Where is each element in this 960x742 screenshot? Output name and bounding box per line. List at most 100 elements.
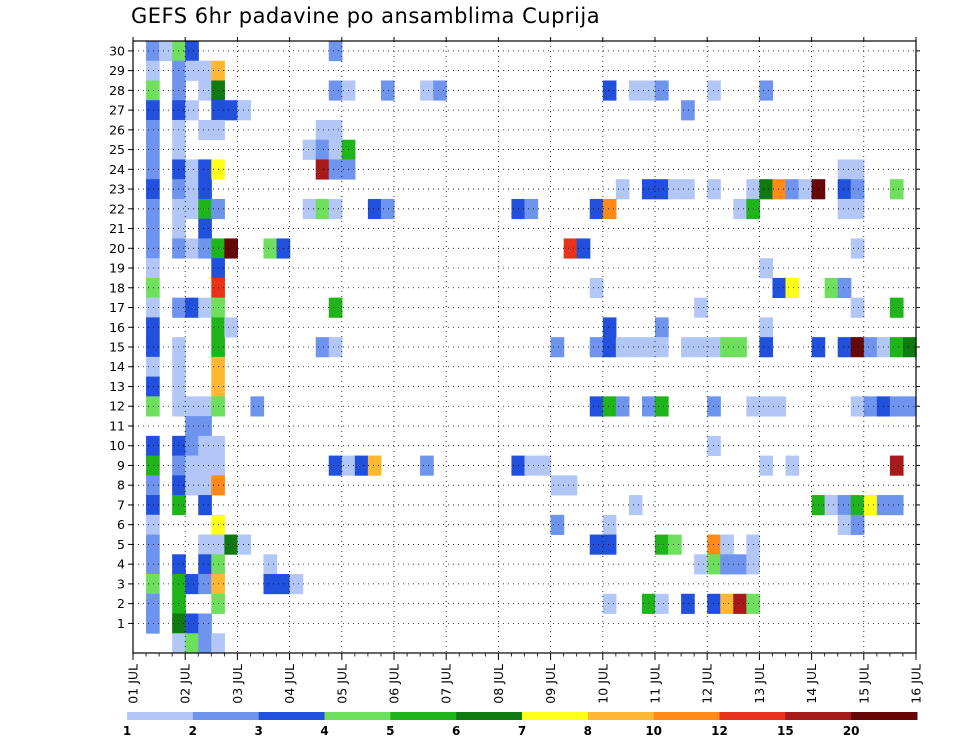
y-tick-label: 11 [109, 418, 125, 433]
data-cell [655, 396, 669, 417]
data-cell [211, 633, 225, 654]
data-cell [759, 455, 774, 476]
y-tick-label: 4 [117, 557, 125, 572]
data-cell [902, 337, 917, 358]
data-cell [198, 554, 212, 575]
data-cell [824, 277, 839, 299]
data-cell [224, 534, 238, 555]
data-cell [863, 495, 878, 516]
data-cell [733, 554, 747, 575]
y-tick-label: 20 [109, 241, 125, 256]
x-tick-label: 05 JUL [334, 664, 349, 704]
data-cell [759, 337, 774, 358]
data-cell [146, 317, 160, 338]
data-cell [759, 317, 774, 338]
data-cell [707, 534, 721, 555]
data-cell [759, 179, 774, 200]
data-cell [250, 396, 265, 417]
data-cell [694, 337, 708, 358]
data-cell [615, 396, 630, 417]
data-cell [707, 435, 721, 456]
data-cell [185, 475, 199, 496]
data-cell [655, 179, 669, 200]
data-cell [185, 198, 199, 220]
data-cell [420, 455, 434, 476]
data-cell [237, 534, 252, 555]
data-cell [759, 80, 774, 101]
x-tick-label: 03 JUL [230, 664, 245, 704]
y-tick-label: 16 [109, 320, 125, 335]
data-cell [785, 455, 800, 476]
data-cell [524, 455, 539, 476]
data-cell [850, 198, 865, 220]
data-cell [720, 337, 734, 358]
data-cell [146, 277, 160, 299]
x-tick-label: 16 JUL [909, 664, 924, 704]
data-cell [433, 80, 447, 101]
data-cell [328, 139, 343, 160]
data-cell [602, 534, 617, 555]
legend-label: 5 [386, 724, 394, 738]
x-tick-label: 15 JUL [856, 664, 871, 704]
data-cell [146, 356, 160, 378]
data-cell [185, 297, 199, 318]
data-cell [602, 198, 617, 220]
data-cell [159, 41, 173, 62]
legend-label: 6 [452, 724, 460, 738]
data-cell [263, 574, 278, 595]
data-cell [720, 534, 734, 555]
legend-label: 3 [254, 724, 262, 738]
data-cell [628, 337, 643, 358]
data-cell [198, 60, 212, 81]
data-cell [681, 179, 695, 200]
y-tick-label: 6 [117, 517, 125, 532]
data-cell [185, 455, 199, 476]
y-tick-label: 27 [109, 103, 125, 118]
data-cell [380, 198, 395, 220]
data-cell [889, 455, 904, 476]
y-tick-label: 23 [109, 182, 125, 197]
data-cell [380, 80, 395, 101]
data-cell [615, 337, 630, 358]
y-tick-label: 28 [109, 83, 125, 98]
x-tick-label: 07 JUL [439, 664, 454, 704]
chart-title: GEFS 6hr padavine po ansamblima Cuprija [131, 4, 601, 28]
legend-swatch [587, 712, 655, 720]
data-cell [772, 396, 787, 417]
data-cell [863, 396, 878, 417]
data-cell [146, 139, 160, 160]
data-cell [550, 337, 565, 358]
x-tick-label: 13 JUL [752, 664, 767, 704]
data-cell [328, 159, 343, 180]
y-tick-label: 25 [109, 142, 125, 157]
data-cell [198, 534, 212, 555]
data-cell [524, 198, 539, 220]
data-cell [146, 80, 160, 101]
data-cell [668, 179, 682, 200]
data-cell [785, 179, 800, 200]
y-tick-label: 14 [109, 359, 125, 374]
data-cell [146, 574, 160, 595]
data-cell [889, 297, 904, 318]
data-cell [185, 396, 199, 417]
data-cell [694, 297, 708, 318]
data-cell [146, 475, 160, 496]
data-cell [315, 139, 330, 160]
data-cell [602, 593, 617, 614]
data-cell [146, 159, 160, 180]
data-cell [850, 514, 865, 535]
data-cell [289, 574, 304, 595]
data-cell [146, 554, 160, 575]
data-cell [707, 396, 721, 417]
data-cell [146, 376, 160, 397]
data-cell [668, 534, 682, 555]
x-tick-label: 02 JUL [178, 664, 193, 704]
data-cell [563, 475, 578, 496]
legend-label: 4 [320, 724, 328, 738]
data-cell [198, 297, 212, 318]
y-tick-label: 3 [117, 576, 125, 591]
data-cell [315, 337, 330, 358]
data-cell [185, 238, 199, 259]
y-tick-label: 26 [109, 122, 125, 137]
